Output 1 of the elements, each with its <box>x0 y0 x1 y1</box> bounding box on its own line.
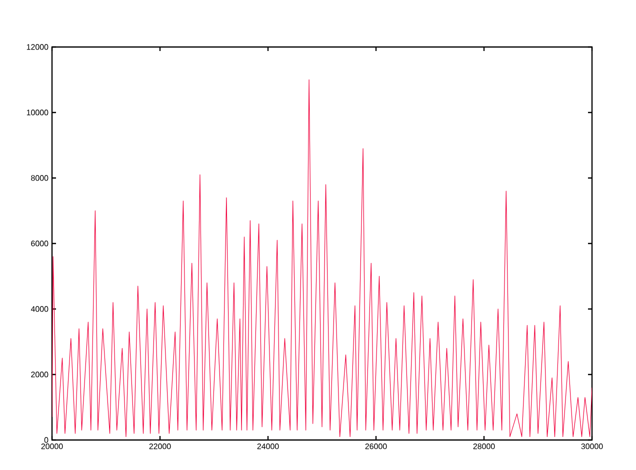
line-series <box>52 79 592 438</box>
